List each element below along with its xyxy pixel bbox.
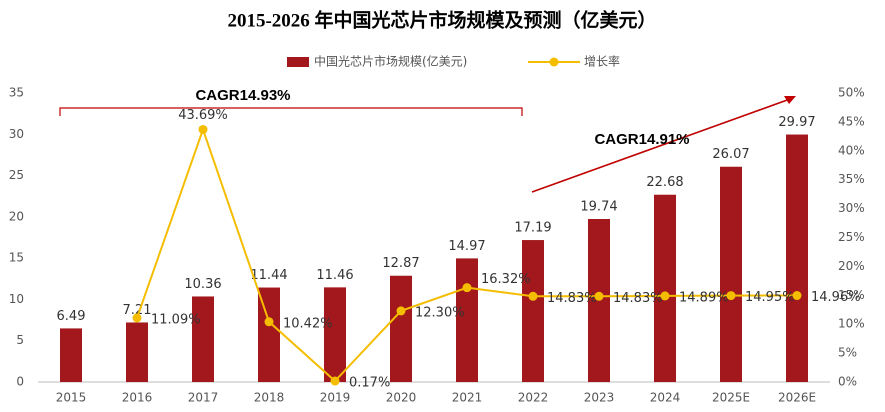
y-tick-label: 25 (9, 168, 24, 182)
line-value-label: 14.83% (613, 291, 663, 306)
x-tick-label: 2022 (518, 391, 549, 405)
bar (60, 328, 82, 382)
bar-value-label: 19.74 (580, 200, 617, 215)
line-value-label: 14.96% (811, 290, 861, 305)
bar (258, 287, 280, 382)
growth-point (726, 291, 736, 301)
x-tick-label: 2017 (188, 391, 219, 405)
bar-value-label: 17.19 (514, 221, 551, 236)
bar (786, 134, 808, 382)
x-tick-label: 2019 (320, 391, 351, 405)
growth-point (660, 291, 670, 301)
legend-swatch (549, 57, 559, 67)
x-tick-label: 2015 (56, 391, 87, 405)
growth-point (330, 376, 340, 386)
x-tick-label: 2021 (452, 391, 483, 405)
growth-point (396, 306, 406, 316)
y2-tick-label: 45% (838, 114, 865, 128)
annotation: CAGR14.91% (594, 131, 689, 148)
y-tick-label: 10 (9, 292, 24, 306)
cagr-arrow (531, 98, 791, 193)
growth-point (264, 317, 274, 327)
chart-title: 2015-2026 年中国光芯片市场规模及预测（亿美元） (227, 8, 656, 31)
x-tick-label: 2018 (254, 391, 285, 405)
legend-label: 中国光芯片市场规模(亿美元) (314, 54, 467, 69)
y2-tick-label: 0% (838, 375, 857, 389)
line-value-label: 10.42% (283, 316, 333, 331)
growth-point (462, 283, 472, 293)
arrow-head (784, 96, 796, 104)
bar (390, 275, 412, 382)
bar (720, 166, 742, 382)
x-tick-label: 2020 (386, 391, 417, 405)
line-value-label: 11.09% (151, 312, 201, 327)
y2-tick-label: 15% (838, 288, 865, 302)
growth-point (132, 313, 142, 323)
line-value-label: 0.17% (349, 376, 390, 391)
bar-value-label: 10.36 (184, 277, 221, 292)
y-tick-label: 15 (9, 251, 24, 265)
bar (126, 322, 148, 382)
bar-value-label: 6.49 (57, 309, 86, 324)
y2-tick-label: 5% (838, 346, 857, 360)
bar (522, 240, 544, 382)
y-tick-label: 35 (9, 86, 24, 100)
bar-value-label: 22.68 (646, 175, 683, 190)
bar (324, 287, 346, 382)
bar-value-label: 12.87 (382, 256, 419, 271)
growth-point (594, 291, 604, 301)
growth-point (792, 291, 802, 301)
line-value-label: 14.95% (745, 290, 795, 305)
line-value-label: 14.89% (679, 290, 729, 305)
y2-tick-label: 35% (838, 172, 865, 186)
bar-value-label: 14.97 (448, 239, 485, 254)
y-tick-label: 0 (16, 375, 24, 389)
legend-swatch (287, 57, 309, 67)
growth-point (198, 124, 208, 134)
cagr-bracket (59, 107, 523, 116)
y-tick-label: 30 (9, 127, 24, 141)
line-value-label: 12.30% (415, 305, 465, 320)
y-tick-label: 20 (9, 209, 24, 223)
y2-tick-label: 25% (838, 230, 865, 244)
bar-value-label: 11.44 (250, 268, 287, 283)
annotation: CAGR14.93% (195, 87, 290, 104)
x-tick-label: 2016 (122, 391, 153, 405)
y2-tick-label: 20% (838, 259, 865, 273)
bar-value-label: 11.46 (316, 268, 353, 283)
y-tick-label: 5 (16, 333, 24, 347)
bar-value-label: 29.97 (778, 115, 815, 130)
line-value-label: 14.83% (547, 291, 597, 306)
y2-tick-label: 30% (838, 201, 865, 215)
line-value-label: 16.32% (481, 272, 531, 287)
growth-point (528, 291, 538, 301)
bar-value-label: 26.07 (712, 147, 749, 162)
x-tick-label: 2023 (584, 391, 615, 405)
bar (192, 296, 214, 382)
x-tick-label: 2024 (650, 391, 681, 405)
x-tick-label: 2025E (712, 391, 750, 405)
bar-value-label: 7.21 (123, 303, 152, 318)
y2-tick-label: 50% (838, 86, 865, 100)
bar (654, 194, 676, 382)
y2-tick-label: 10% (838, 317, 865, 331)
line-value-label: 43.69% (178, 108, 228, 123)
x-tick-label: 2026E (778, 391, 816, 405)
y2-tick-label: 40% (838, 143, 865, 157)
legend-label: 增长率 (584, 54, 620, 69)
